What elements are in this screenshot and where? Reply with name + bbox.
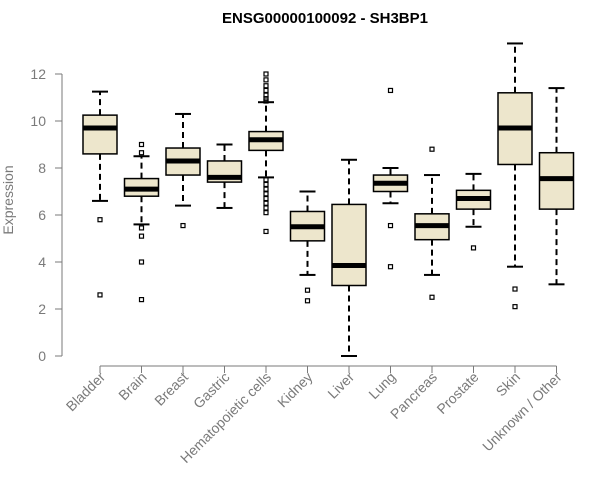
outlier-point: [138, 259, 145, 265]
outlier-point: [387, 222, 394, 229]
x-tick-label: Liver: [324, 369, 357, 402]
outlier-point: [304, 287, 311, 293]
x-tick-label: Breast: [151, 369, 191, 409]
outlier-point: [263, 200, 269, 206]
outlier-point: [263, 87, 269, 94]
outlier-point: [180, 222, 186, 229]
x-tick-label: Skin: [493, 369, 524, 400]
outlier-point: [263, 186, 269, 192]
x-tick-label: Prostate: [433, 369, 481, 417]
outlier-point: [138, 225, 145, 231]
outlier-point: [263, 77, 269, 83]
outlier-point: [263, 228, 269, 235]
outlier-point: [138, 150, 145, 156]
outlier-point: [97, 292, 103, 298]
outlier-point: [263, 205, 269, 211]
x-tick-label: Kidney: [274, 369, 316, 411]
box: [82, 114, 118, 155]
outlier-point: [263, 181, 269, 188]
x-tick-label: Bladder: [63, 369, 109, 415]
y-tick-label: 12: [30, 66, 46, 82]
x-tick-label: Lung: [365, 369, 398, 402]
outlier-point: [429, 146, 435, 152]
outlier-point: [512, 286, 518, 292]
outlier-point: [263, 83, 269, 89]
outlier-point: [138, 233, 145, 239]
outlier-point: [263, 210, 269, 216]
outlier-point: [138, 141, 145, 148]
outlier-point: [263, 191, 269, 197]
outlier-point: [263, 195, 269, 202]
box: [331, 203, 367, 287]
outlier-point: [263, 98, 269, 104]
x-tick-label: Brain: [115, 369, 149, 403]
outlier-point: [263, 177, 269, 183]
y-tick-label: 2: [38, 301, 46, 317]
outlier-point: [304, 298, 311, 304]
outlier-point: [470, 245, 477, 251]
y-tick-label: 0: [38, 348, 46, 364]
chart-title: ENSG00000100092 - SH3BP1: [222, 10, 428, 27]
outlier-point: [97, 217, 103, 223]
outlier-point: [512, 304, 518, 310]
y-tick-label: 4: [38, 254, 46, 270]
outlier-point: [387, 264, 394, 270]
outlier-point: [138, 297, 145, 303]
x-tick-label: Unknown / Other: [479, 369, 565, 455]
outlier-point: [387, 87, 394, 94]
y-tick-label: 6: [38, 207, 46, 223]
outlier-point: [263, 71, 269, 77]
y-tick-label: 8: [38, 160, 46, 176]
y-tick-label: 10: [30, 113, 46, 129]
y-axis-label: Expression: [0, 165, 16, 234]
outlier-point: [429, 294, 435, 300]
